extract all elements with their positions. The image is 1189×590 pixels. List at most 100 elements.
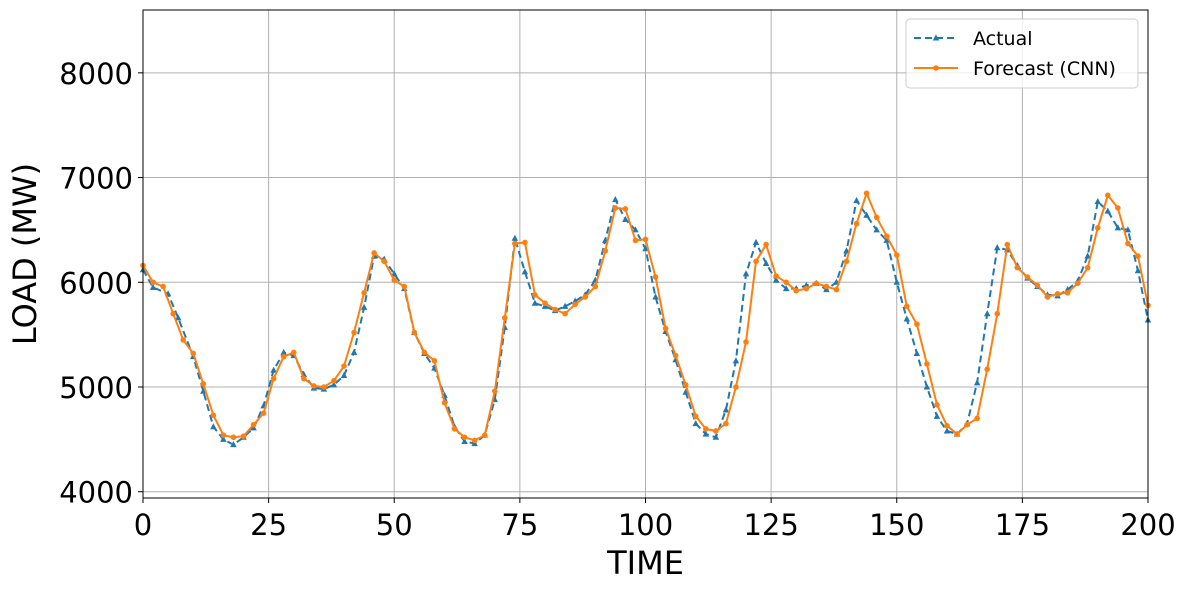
data-point: [753, 258, 759, 265]
data-point: [311, 383, 317, 389]
data-point: [532, 292, 538, 298]
data-point: [954, 431, 960, 437]
data-point: [1084, 264, 1091, 271]
data-point: [873, 214, 880, 221]
data-point: [150, 279, 156, 286]
data-point: [1104, 207, 1112, 214]
data-point: [883, 233, 890, 239]
data-point: [692, 420, 699, 427]
data-point: [703, 426, 709, 432]
data-point: [732, 357, 740, 364]
data-point: [632, 237, 639, 244]
data-point: [843, 258, 850, 265]
data-point: [391, 277, 398, 283]
data-point: [200, 381, 207, 387]
data-point: [592, 283, 599, 290]
data-point: [682, 388, 689, 395]
data-point: [622, 206, 629, 212]
data-point: [1124, 226, 1132, 233]
data-point: [853, 220, 860, 227]
x-axis-label: TIME: [606, 544, 684, 582]
data-point: [602, 248, 609, 254]
data-point: [471, 437, 478, 444]
x-tick-label: 50: [376, 508, 413, 542]
data-point: [180, 337, 186, 343]
data-point: [722, 406, 730, 413]
data-point: [763, 241, 769, 248]
data-point: [280, 353, 287, 360]
data-point: [1064, 289, 1071, 296]
data-point: [833, 286, 840, 293]
legend-actual-label: Actual: [973, 28, 1033, 50]
data-point: [401, 283, 408, 290]
data-point: [210, 412, 217, 419]
data-point: [149, 283, 157, 291]
data-point: [994, 310, 1001, 317]
x-tick-label: 175: [995, 508, 1050, 542]
data-point: [1094, 225, 1101, 231]
data-point: [250, 421, 257, 428]
data-point: [733, 384, 739, 390]
data-point: [552, 306, 558, 313]
legend-forecast-label: Forecast (CNN): [973, 58, 1116, 80]
data-point: [984, 366, 990, 372]
data-point: [521, 268, 529, 275]
data-point: [441, 399, 448, 406]
data-point: [421, 349, 428, 356]
data-point: [350, 348, 358, 355]
data-point: [220, 435, 227, 442]
data-point: [371, 250, 377, 256]
data-point: [190, 350, 197, 357]
data-point: [642, 245, 649, 252]
data-point: [903, 315, 911, 322]
data-point: [994, 244, 1001, 251]
data-point: [973, 379, 981, 386]
data-point: [1135, 253, 1141, 259]
data-point: [512, 240, 518, 247]
data-point: [983, 310, 991, 317]
data-point: [783, 279, 789, 286]
data-point: [813, 280, 820, 287]
data-point: [220, 432, 227, 438]
legend-forecast-marker-swatch: [933, 65, 939, 71]
data-point: [893, 278, 900, 285]
data-point: [1034, 282, 1041, 289]
data-point: [1134, 267, 1142, 274]
data-point: [923, 383, 931, 390]
axis-ticks: 0 25 50 75 100 125 150 175 200 4000 5000 6000 7000 80…: [59, 57, 1175, 542]
x-tick-label: 75: [501, 508, 538, 542]
data-point: [1054, 290, 1061, 297]
x-tick-label: 25: [250, 508, 287, 542]
data-point: [1105, 192, 1111, 199]
data-point: [170, 310, 176, 317]
legend: Actual Forecast (CNN): [905, 18, 1139, 89]
legend-actual-marker-swatch: [932, 34, 940, 41]
y-tick-label: 6000: [59, 266, 133, 300]
data-point: [502, 315, 508, 321]
data-point: [964, 421, 970, 428]
data-point: [1024, 274, 1031, 280]
data-point: [1125, 240, 1131, 247]
data-point: [542, 300, 548, 307]
data-point: [461, 434, 468, 441]
data-point: [174, 314, 182, 321]
data-point: [652, 293, 659, 300]
data-point: [713, 428, 719, 434]
data-point: [933, 412, 941, 419]
data-point: [582, 294, 588, 300]
y-tick-label: 7000: [59, 162, 133, 196]
legend-box: [905, 18, 1139, 89]
data-point: [290, 349, 297, 356]
data-point: [381, 258, 388, 265]
data-point: [280, 348, 287, 355]
data-point: [612, 205, 619, 211]
y-tick-label: 4000: [59, 476, 133, 510]
data-point: [1084, 252, 1091, 259]
x-tick-label: 100: [618, 508, 673, 542]
data-point: [913, 349, 921, 357]
data-point: [723, 420, 729, 427]
data-point: [924, 361, 930, 367]
data-point: [662, 325, 669, 332]
x-tick-label: 125: [743, 508, 798, 542]
data-point: [270, 375, 277, 382]
